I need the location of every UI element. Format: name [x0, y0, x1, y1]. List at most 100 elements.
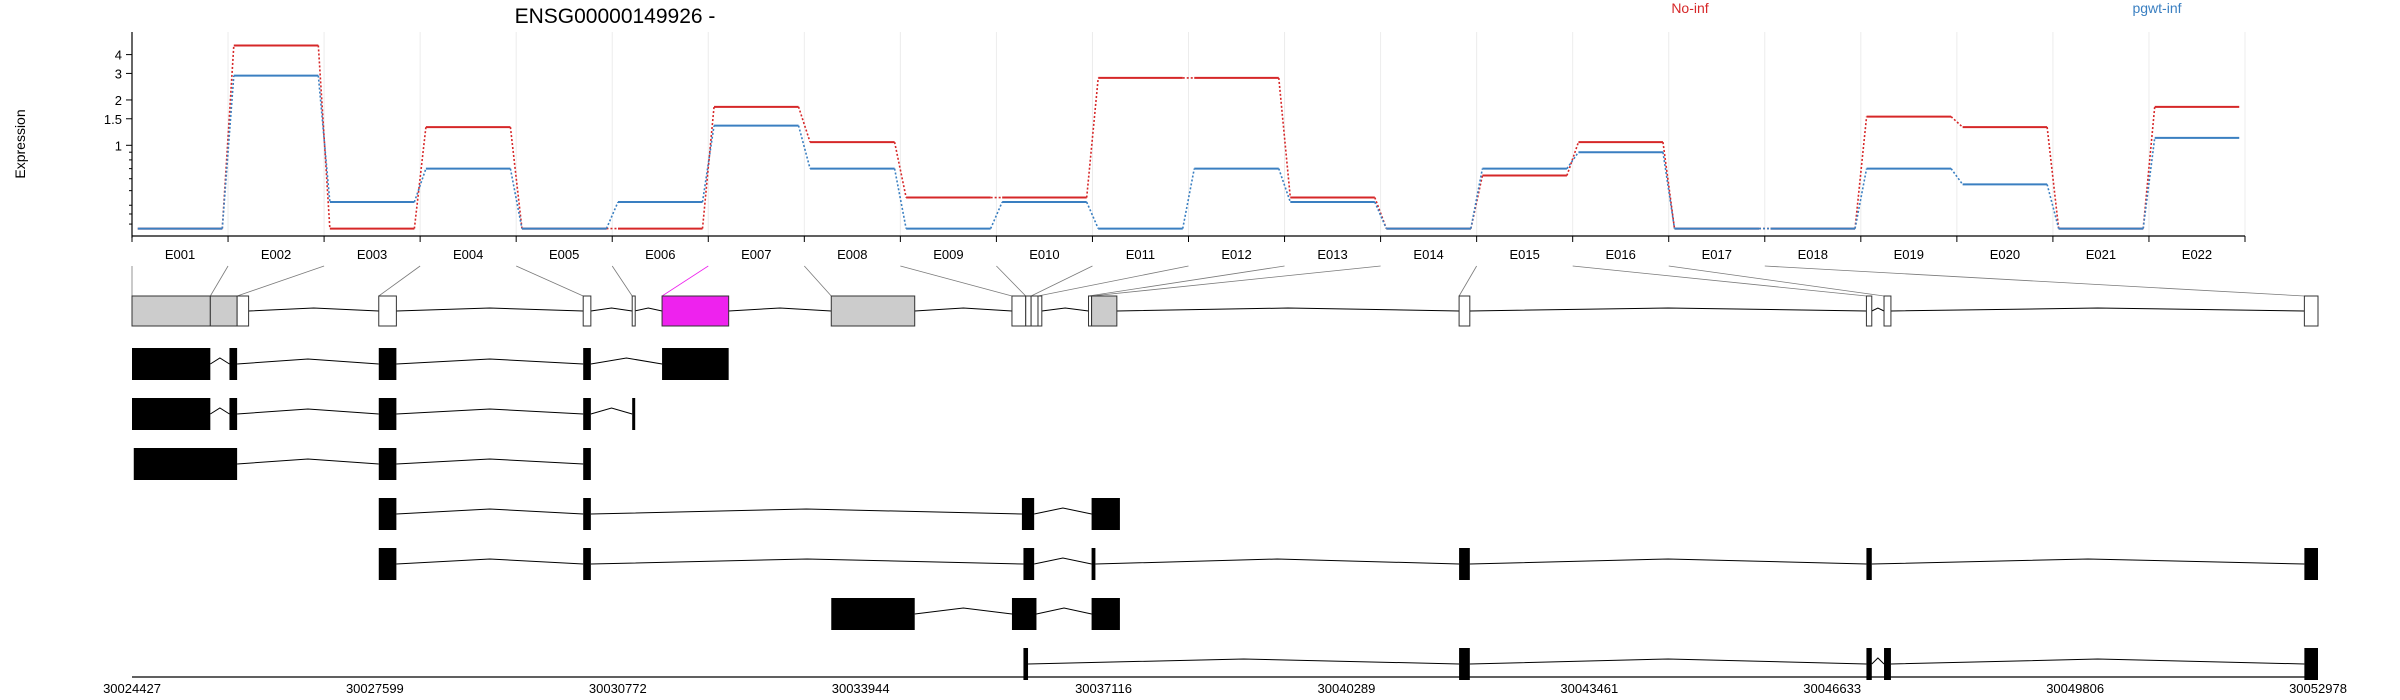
series-transition: [1374, 201, 1388, 229]
flat-exon: [131, 295, 211, 327]
exon-label: E021: [2086, 247, 2116, 262]
transcript-intron: [1034, 507, 1092, 515]
series-transition: [1662, 142, 1676, 229]
intron-line: [1871, 307, 1885, 312]
transcript-exon: [1021, 498, 1035, 530]
intron-line: [634, 307, 663, 312]
title-area: ENSG00000149926 - No-inf pgwt-inf Expres…: [12, 0, 2182, 179]
transcript-intron: [396, 508, 584, 515]
transcript: [378, 548, 2318, 580]
series-transition: [1854, 116, 1868, 229]
transcript-exon: [1011, 598, 1037, 630]
transcript-intron: [1469, 558, 1867, 565]
transcript-intron: [396, 358, 584, 365]
transcript-models: [132, 348, 2318, 680]
transcript: [1023, 648, 2318, 680]
flat-exon: [830, 295, 916, 327]
exon-label: E022: [2182, 247, 2212, 262]
transcript-intron: [590, 558, 1024, 565]
intron-line: [248, 307, 379, 312]
transcript-intron: [590, 508, 1022, 515]
transcript: [133, 448, 591, 480]
intron-line: [1469, 307, 1867, 312]
genomic-tick-label: 30030772: [589, 681, 647, 696]
exon-label: E007: [741, 247, 771, 262]
series-transition: [413, 168, 427, 203]
exon-label: E020: [1990, 247, 2020, 262]
intron-line: [1116, 307, 1460, 312]
exon-label: E012: [1221, 247, 1251, 262]
exon-label: E015: [1509, 247, 1539, 262]
transcript-exon: [1884, 648, 1891, 680]
transcript-intron: [396, 558, 584, 565]
flat-exon: [2303, 295, 2319, 327]
series-transition: [1566, 151, 1580, 170]
exon-connectors: [131, 265, 2305, 297]
exon-label: E009: [933, 247, 963, 262]
transcript-intron: [1469, 658, 1867, 665]
intron-line: [1041, 307, 1089, 312]
exon-connector: [1572, 265, 1867, 297]
transcript-exon: [132, 348, 211, 380]
intron-line: [590, 307, 633, 312]
exon-connector: [1088, 265, 1285, 297]
chart-title: ENSG00000149926 -: [515, 5, 716, 28]
transcript-intron: [1036, 607, 1092, 615]
series-transition: [701, 125, 715, 203]
genomic-tick-label: 30037116: [1075, 681, 1132, 696]
flat-exon: [631, 295, 636, 327]
series-transition: [1085, 77, 1100, 198]
exon-label: E005: [549, 247, 579, 262]
transcript-exon: [133, 448, 238, 480]
series-transition: [1374, 197, 1388, 229]
transcript-intron: [210, 407, 230, 415]
transcript-intron: [210, 357, 230, 365]
transcript-intron: [1034, 557, 1092, 565]
flattened-gene-model: [131, 295, 2319, 327]
exon-label: E013: [1317, 247, 1347, 262]
y-tick-label: 1.5: [104, 112, 122, 127]
series-transition: [1278, 168, 1292, 203]
genomic-tick-label: 30040289: [1318, 681, 1376, 696]
series-transition: [2046, 127, 2060, 229]
transcript-exon: [378, 498, 397, 530]
genomic-tick-label: 30052978: [2289, 681, 2347, 696]
transcript-exon: [1091, 498, 1120, 530]
transcript-intron: [590, 357, 663, 365]
transcript-exon: [1459, 548, 1470, 580]
flat-exon: [661, 295, 730, 327]
transcript-intron: [1871, 558, 2305, 565]
transcript-intron: [237, 358, 379, 365]
transcript-exon: [378, 398, 397, 430]
exon-label: E008: [837, 247, 867, 262]
y-axis-label: Expression: [12, 109, 28, 178]
series-transition: [1950, 168, 1964, 185]
exon-label: E014: [1413, 247, 1443, 262]
series-lines: [137, 44, 2240, 230]
transcript-exon: [1459, 648, 1470, 680]
transcript-exon: [583, 448, 591, 480]
exon-label: E017: [1702, 247, 1732, 262]
flat-exon: [1025, 295, 1032, 327]
legend-entry-no-inf: No-inf: [1671, 0, 1708, 16]
series-transition: [989, 201, 1003, 229]
transcript: [378, 498, 1120, 530]
transcript-exon: [583, 398, 591, 430]
genomic-tick-label: 30043461: [1560, 681, 1618, 696]
transcript-intron: [237, 408, 379, 415]
x-axis: E001 E002 E003 E004 E005 E006 E007 E008 E009 E010…: [131, 235, 2246, 262]
transcript-exon: [632, 398, 636, 430]
series-transition: [1277, 77, 1292, 198]
transcript-exon: [1091, 598, 1120, 630]
series-transition: [221, 75, 235, 229]
flat-exon: [378, 295, 397, 327]
transcript-exon: [1023, 548, 1035, 580]
series-transition: [1085, 201, 1099, 229]
transcript-exon: [132, 398, 211, 430]
transcript-exon: [583, 548, 591, 580]
transcript-intron: [396, 458, 584, 465]
exon-connector: [1091, 265, 1381, 297]
genomic-tick-label: 30033944: [832, 681, 890, 696]
flat-exon: [1458, 295, 1471, 327]
